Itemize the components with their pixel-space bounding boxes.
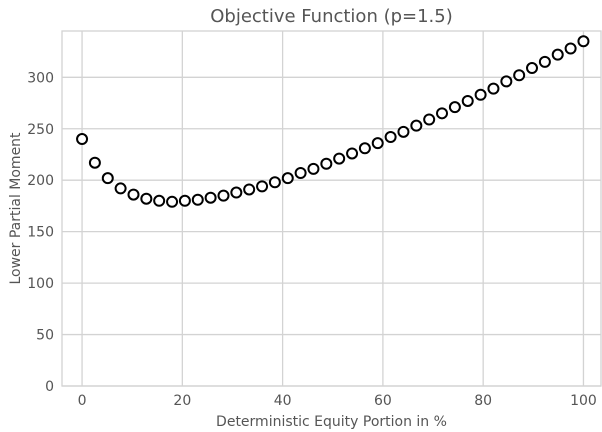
x-tick-label: 40 [274, 393, 292, 409]
data-point [448, 101, 461, 114]
data-point [204, 191, 217, 204]
x-tick-label: 80 [474, 393, 492, 409]
data-point [564, 42, 577, 55]
data-point [487, 82, 500, 95]
data-point [513, 69, 526, 82]
data-point [166, 195, 179, 208]
data-point [410, 119, 423, 132]
data-point [256, 180, 269, 193]
data-point [500, 75, 513, 88]
y-tick-label: 200 [27, 173, 54, 189]
x-axis-label: Deterministic Equity Portion in % [216, 414, 447, 430]
x-tick-label: 20 [173, 393, 191, 409]
y-axis-label: Lower Partial Moment [8, 132, 24, 285]
data-point [243, 183, 256, 196]
data-point [436, 107, 449, 120]
ticks-layer: 0 20 40 60 80 100 0 50 100 150 200 250 300 [27, 70, 597, 409]
y-tick-label: 150 [27, 225, 54, 241]
data-point [114, 182, 127, 195]
data-point [538, 55, 551, 68]
y-tick-label: 50 [36, 328, 54, 344]
grid-layer [62, 31, 601, 387]
data-point [191, 193, 204, 206]
data-point [76, 133, 89, 146]
data-point [281, 172, 294, 185]
data-point [178, 194, 191, 207]
y-tick-label: 300 [27, 70, 54, 86]
data-point [140, 192, 153, 205]
data-point [320, 157, 333, 170]
data-point [358, 142, 371, 155]
data-point [474, 88, 487, 101]
data-point [384, 130, 397, 143]
data-point [551, 48, 564, 61]
chart-title: Objective Function (p=1.5) [210, 6, 453, 27]
data-point [333, 152, 346, 165]
plot-frame [61, 30, 602, 387]
data-point [307, 162, 320, 175]
data-point [294, 167, 307, 179]
points-layer [76, 35, 590, 208]
data-point [397, 125, 410, 138]
data-point [268, 176, 281, 189]
x-tick-label: 100 [570, 393, 597, 409]
data-point [577, 35, 590, 48]
data-point [217, 189, 230, 202]
data-point [101, 172, 114, 185]
data-point [423, 113, 436, 126]
data-point [526, 62, 539, 75]
data-point [346, 147, 359, 160]
x-tick-label: 0 [78, 393, 87, 409]
data-point [371, 137, 384, 150]
y-tick-label: 100 [27, 276, 54, 292]
y-tick-label: 0 [45, 379, 54, 395]
data-point [153, 194, 166, 207]
x-tick-label: 60 [374, 393, 392, 409]
data-point [127, 188, 140, 201]
data-point [461, 94, 474, 107]
data-point [88, 156, 101, 169]
y-tick-label: 250 [27, 122, 54, 138]
data-point [230, 186, 243, 199]
